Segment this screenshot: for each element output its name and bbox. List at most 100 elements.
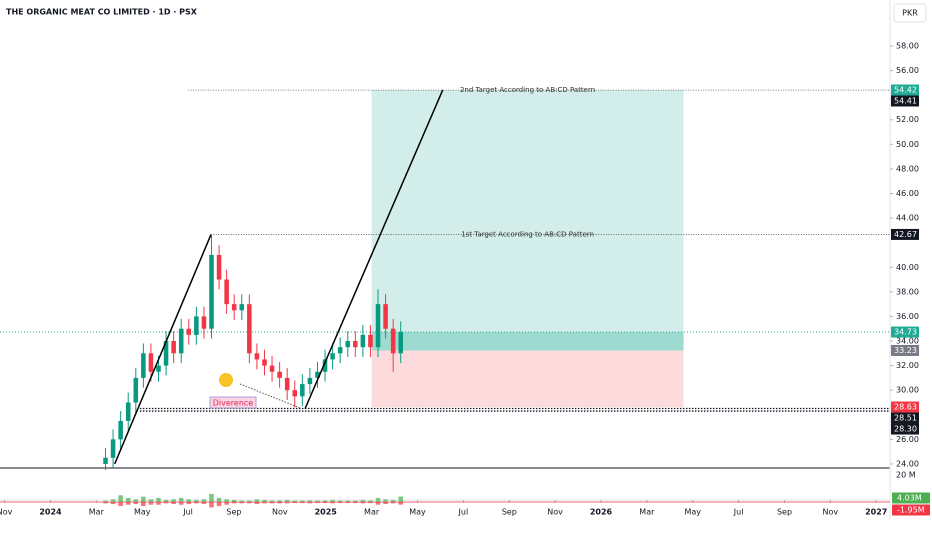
volume-bar bbox=[262, 499, 267, 502]
volume-bar bbox=[254, 499, 260, 502]
price-badge bbox=[891, 84, 919, 96]
volume-bar bbox=[398, 496, 404, 502]
candle-body bbox=[345, 341, 351, 348]
currency-label: PKR bbox=[902, 9, 918, 18]
volume-bar bbox=[163, 499, 169, 502]
volume-bar bbox=[390, 502, 396, 504]
price-badge bbox=[891, 326, 919, 338]
volume-bar bbox=[201, 502, 207, 505]
y-tick-label: 44.00 bbox=[896, 214, 919, 223]
volume-bar bbox=[390, 499, 396, 502]
currency-button[interactable] bbox=[893, 3, 927, 23]
volume-bar bbox=[292, 500, 298, 502]
x-tick-label: Mar bbox=[639, 508, 655, 517]
volume-bar bbox=[224, 502, 229, 505]
x-tick-label: Jul bbox=[182, 508, 193, 517]
x-tick-label: Mar bbox=[364, 508, 380, 517]
candle-body bbox=[269, 365, 275, 372]
volume-bar bbox=[125, 497, 131, 502]
candle-body bbox=[133, 377, 139, 403]
price-badge bbox=[891, 423, 919, 435]
volume-bar bbox=[254, 502, 260, 505]
volume-bar bbox=[247, 502, 252, 504]
divergence-label-bg bbox=[209, 396, 257, 409]
volume-bar bbox=[398, 502, 404, 505]
candle-body bbox=[239, 304, 245, 311]
stop-zone bbox=[371, 350, 684, 408]
volume-bar bbox=[315, 502, 320, 504]
volume-bar bbox=[383, 499, 388, 502]
volume-bar bbox=[231, 499, 237, 502]
candle-body bbox=[383, 304, 388, 329]
volume-bar bbox=[133, 499, 139, 502]
volume-bar bbox=[216, 502, 222, 507]
candle-body bbox=[262, 359, 267, 366]
volume-bar bbox=[118, 502, 123, 507]
candle-body bbox=[360, 334, 366, 348]
volume-last-badge bbox=[892, 504, 930, 516]
volume-bar bbox=[156, 497, 161, 502]
price-badge bbox=[891, 412, 919, 424]
x-tick-label: Nov bbox=[272, 508, 288, 517]
volume-bar bbox=[201, 499, 207, 502]
volume-bar bbox=[103, 502, 108, 504]
volume-bar bbox=[307, 500, 313, 502]
volume-bar bbox=[216, 497, 222, 502]
candle-body bbox=[353, 341, 358, 348]
candle-body bbox=[368, 334, 373, 348]
x-tick-label: May bbox=[134, 508, 151, 517]
volume-bar bbox=[284, 502, 290, 504]
volume-bar bbox=[353, 502, 358, 504]
x-tick-label: May bbox=[409, 508, 426, 517]
y-tick-label: 26.00 bbox=[896, 435, 919, 444]
volume-bar bbox=[322, 502, 328, 504]
volume-bar bbox=[315, 500, 320, 502]
price-badge bbox=[891, 228, 919, 240]
target-zone bbox=[371, 89, 684, 351]
x-tick-label: 2025 bbox=[315, 508, 338, 517]
y-tick-label: 48.00 bbox=[896, 164, 919, 173]
x-tick-label: Nov bbox=[823, 508, 839, 517]
candle-body bbox=[216, 254, 222, 280]
volume-bar bbox=[224, 499, 229, 502]
volume-bar bbox=[178, 502, 184, 505]
y-tick-label: 38.00 bbox=[896, 287, 919, 296]
candle-body bbox=[300, 384, 305, 397]
price-badge bbox=[891, 401, 919, 413]
y-tick-label: 40.00 bbox=[896, 263, 919, 272]
volume-bar bbox=[110, 499, 116, 502]
volume-bar bbox=[171, 502, 176, 505]
x-tick-label: 2026 bbox=[590, 508, 613, 517]
candle-body bbox=[398, 332, 404, 354]
y-tick-label: 36.00 bbox=[896, 312, 919, 321]
volume-last-label: 4.03M bbox=[897, 494, 922, 503]
volume-bar bbox=[209, 493, 214, 502]
candle-body bbox=[186, 328, 192, 335]
candle-body bbox=[163, 341, 169, 366]
candle-body bbox=[194, 316, 199, 335]
candle-body bbox=[224, 279, 229, 305]
volume-bar bbox=[141, 502, 146, 507]
volume-bar bbox=[269, 500, 275, 502]
y-tick-label: 50.00 bbox=[896, 140, 919, 149]
candle-body bbox=[330, 353, 335, 360]
candle-body bbox=[148, 353, 154, 372]
price-badge-label: 28.30 bbox=[894, 425, 917, 434]
volume-bar bbox=[171, 499, 176, 502]
volume-bar bbox=[125, 502, 131, 505]
volume-bar bbox=[360, 499, 366, 502]
volume-bar bbox=[163, 502, 169, 504]
y-tick-label: 58.00 bbox=[896, 41, 919, 50]
y-tick-label: 56.00 bbox=[896, 66, 919, 75]
volume-bar bbox=[141, 496, 146, 502]
candle-body bbox=[156, 365, 161, 372]
x-tick-label: Nov bbox=[0, 508, 13, 517]
volume-bar bbox=[231, 502, 237, 504]
volume-bar bbox=[330, 502, 335, 504]
x-tick-label: 2027 bbox=[865, 508, 887, 517]
x-tick-label: Sep bbox=[226, 508, 241, 517]
candle-body bbox=[307, 377, 313, 385]
volume-bar bbox=[375, 502, 381, 505]
x-tick-label: Mar bbox=[89, 508, 105, 517]
